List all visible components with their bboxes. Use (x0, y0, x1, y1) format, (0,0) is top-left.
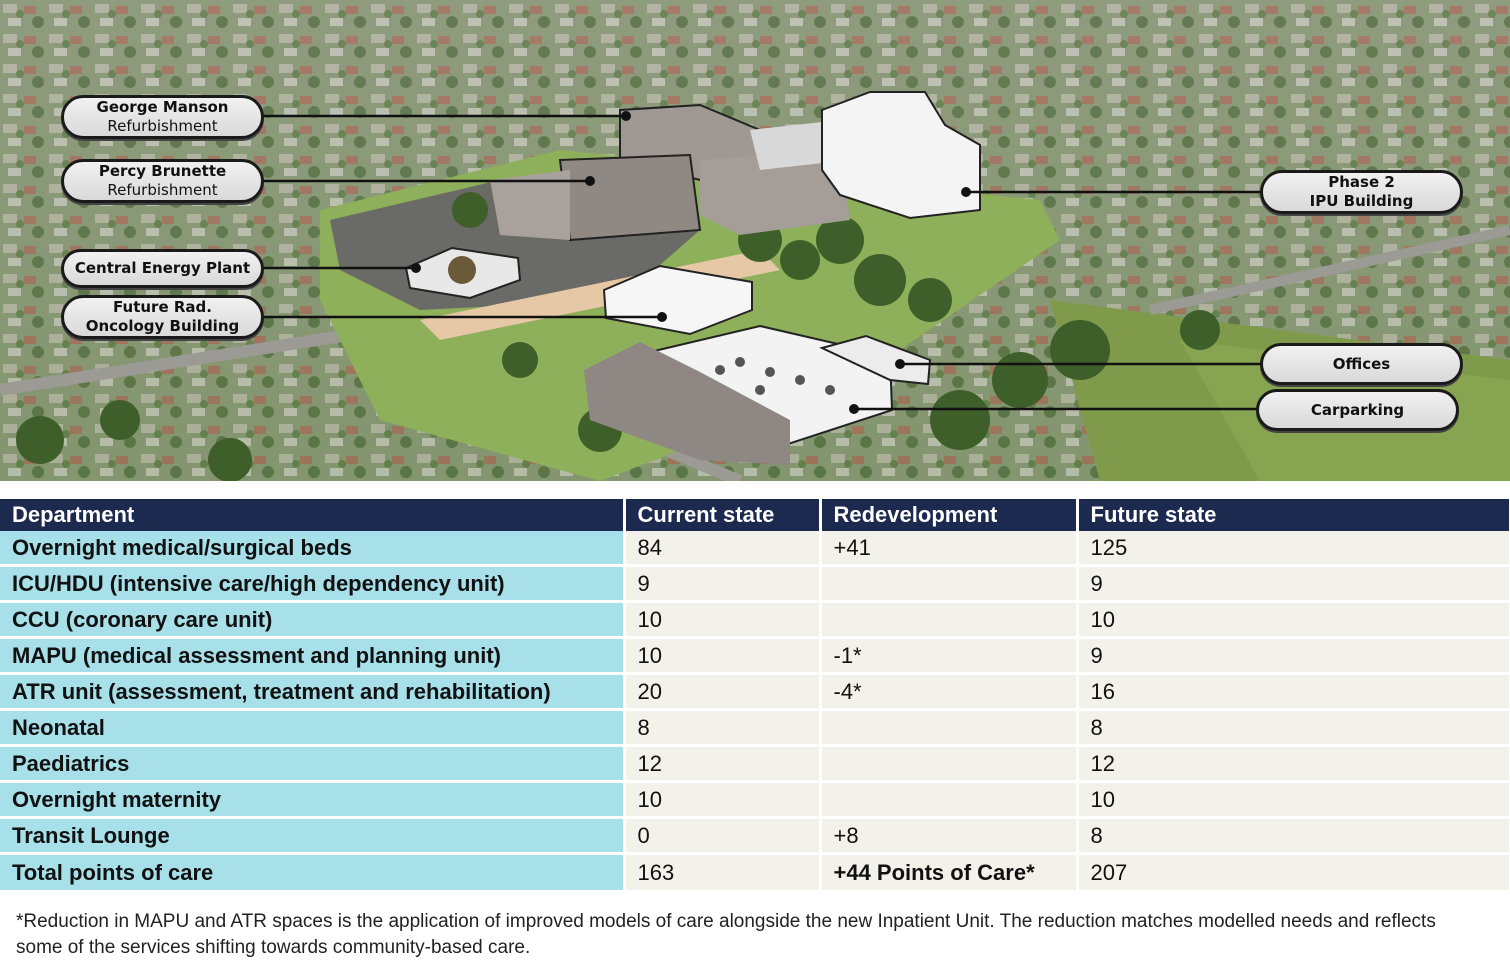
current-cell: 10 (624, 637, 822, 675)
callout-line2: IPU Building (1309, 192, 1414, 210)
redevelopment-cell (820, 781, 1079, 819)
footnote: *Reduction in MAPU and ATR spaces is the… (16, 911, 1436, 958)
future-cell: 125 (1077, 531, 1510, 567)
callout-offices: Offices (1260, 343, 1463, 385)
current-cell: 0 (624, 817, 822, 855)
department-cell: Overnight medical/surgical beds (0, 531, 626, 567)
current-cell: 10 (624, 601, 822, 639)
table-row: ATR unit (assessment, treatment and reha… (0, 673, 1510, 711)
table-row: Paediatrics 12 12 (0, 745, 1510, 783)
redevelopment-cell (820, 709, 1079, 747)
table-row: ICU/HDU (intensive care/high dependency … (0, 565, 1510, 603)
callout-line1: Future Rad. (113, 298, 212, 316)
callout-line1: Offices (1332, 354, 1391, 373)
current-cell: 8 (624, 709, 822, 747)
current-cell: 9 (624, 565, 822, 603)
header-redevelopment: Redevelopment (820, 499, 1079, 531)
callout-line1: Central Energy Plant (74, 259, 251, 277)
department-cell: CCU (coronary care unit) (0, 601, 626, 639)
department-cell: Neonatal (0, 709, 626, 747)
current-cell: 84 (624, 531, 822, 567)
callout-line1: George Manson (96, 98, 229, 116)
table-row: Overnight medical/surgical beds 84 +41 1… (0, 531, 1510, 567)
future-cell: 12 (1077, 745, 1510, 783)
table-row: Neonatal 8 8 (0, 709, 1510, 747)
future-cell: 9 (1077, 637, 1510, 675)
department-cell: ICU/HDU (intensive care/high dependency … (0, 565, 626, 603)
future-cell: 207 (1077, 853, 1510, 893)
callout-line1: Percy Brunette (98, 162, 227, 180)
header-department: Department (0, 499, 626, 531)
redevelopment-cell: -4* (820, 673, 1079, 711)
table-header-row: Department Current state Redevelopment F… (0, 499, 1510, 531)
future-cell: 10 (1077, 781, 1510, 819)
header-current-state: Current state (624, 499, 822, 531)
department-cell: MAPU (medical assessment and planning un… (0, 637, 626, 675)
current-cell: 12 (624, 745, 822, 783)
redevelopment-cell: +8 (820, 817, 1079, 855)
future-cell: 16 (1077, 673, 1510, 711)
future-cell: 8 (1077, 709, 1510, 747)
current-cell: 20 (624, 673, 822, 711)
redevelopment-cell (820, 745, 1079, 783)
future-cell: 8 (1077, 817, 1510, 855)
department-cell: Transit Lounge (0, 817, 626, 855)
callout-future-rad-oncology: Future Rad. Oncology Building (61, 295, 264, 339)
redevelopment-cell: +41 (820, 531, 1079, 567)
redevelopment-cell (820, 565, 1079, 603)
future-cell: 10 (1077, 601, 1510, 639)
current-cell: 163 (624, 853, 822, 893)
future-cell: 9 (1077, 565, 1510, 603)
points-of-care-table: Department Current state Redevelopment F… (0, 499, 1510, 893)
redevelopment-cell: -1* (820, 637, 1079, 675)
callout-carparking: Carparking (1256, 389, 1459, 431)
table-row-total: Total points of care 163 +44 Points of C… (0, 853, 1510, 893)
department-cell: Paediatrics (0, 745, 626, 783)
callout-percy-brunette: Percy Brunette Refurbishment (61, 159, 264, 203)
table-row: MAPU (medical assessment and planning un… (0, 637, 1510, 675)
callout-line2: Oncology Building (85, 317, 240, 335)
department-cell: Overnight maternity (0, 781, 626, 819)
table-row: CCU (coronary care unit) 10 10 (0, 601, 1510, 639)
callout-george-manson: George Manson Refurbishment (61, 95, 264, 139)
callout-central-energy-plant: Central Energy Plant (61, 249, 264, 288)
redevelopment-cell (820, 601, 1079, 639)
callout-line1: Carparking (1310, 400, 1405, 419)
header-future-state: Future state (1077, 499, 1510, 531)
department-cell: ATR unit (assessment, treatment and reha… (0, 673, 626, 711)
table-row: Overnight maternity 10 10 (0, 781, 1510, 819)
callout-phase2-ipu: Phase 2 IPU Building (1260, 170, 1463, 214)
aerial-site-plan (0, 0, 1510, 481)
callout-line2: Refurbishment (107, 181, 218, 199)
redevelopment-cell: +44 Points of Care* (820, 853, 1079, 893)
callout-line1: Phase 2 (1328, 173, 1395, 191)
callout-line2: Refurbishment (107, 117, 218, 135)
current-cell: 10 (624, 781, 822, 819)
department-cell: Total points of care (0, 853, 626, 893)
table-row: Transit Lounge 0 +8 8 (0, 817, 1510, 855)
